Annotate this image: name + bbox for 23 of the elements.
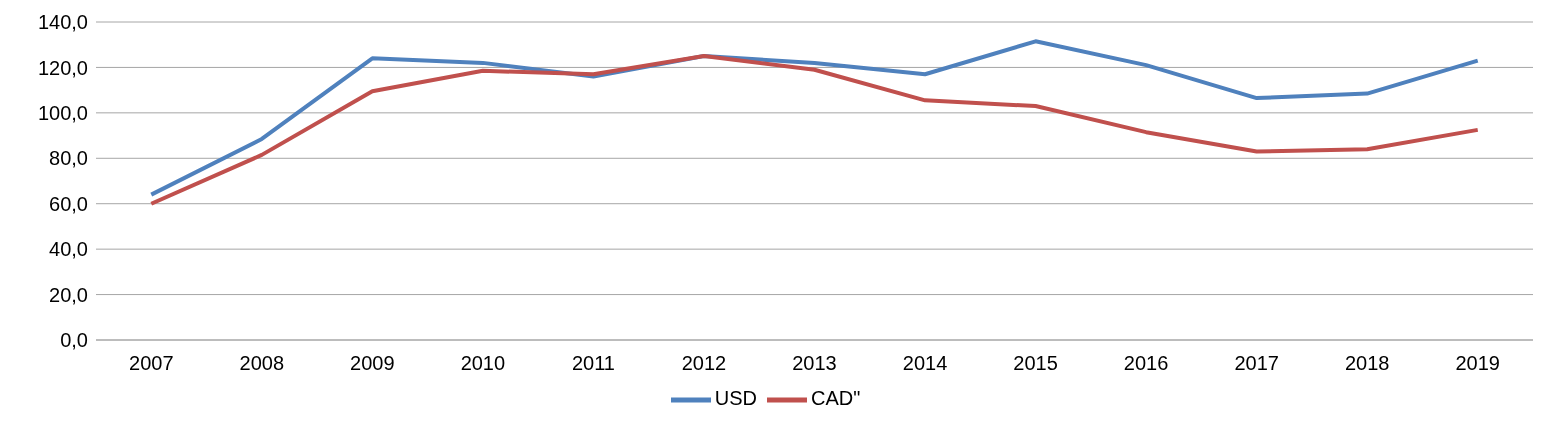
y-tick-label: 0,0 xyxy=(60,329,88,352)
x-tick-label: 2019 xyxy=(1455,352,1500,375)
x-tick-label: 2007 xyxy=(129,352,174,375)
y-tick-label: 120,0 xyxy=(37,56,88,79)
x-tick-label: 2015 xyxy=(1013,352,1058,375)
legend-label: USD xyxy=(714,387,757,410)
y-tick-label: 100,0 xyxy=(37,101,88,124)
x-tick-label: 2011 xyxy=(571,352,615,375)
x-tick-label: 2016 xyxy=(1123,352,1169,375)
y-tick-label: 60,0 xyxy=(49,192,88,215)
x-tick-label: 2010 xyxy=(460,352,506,375)
legend-label: CAD" xyxy=(810,387,861,410)
x-tick-label: 2012 xyxy=(681,352,727,375)
y-tick-label: 20,0 xyxy=(49,283,88,306)
x-tick-label: 2014 xyxy=(902,352,948,375)
x-tick-label: 2009 xyxy=(350,352,395,375)
y-tick-label: 40,0 xyxy=(49,238,88,261)
x-tick-label: 2013 xyxy=(792,352,837,375)
x-tick-label: 2018 xyxy=(1344,352,1390,375)
x-tick-label: 2017 xyxy=(1234,352,1279,375)
x-tick-label: 2008 xyxy=(239,352,285,375)
y-tick-label: 140,0 xyxy=(37,11,88,34)
y-tick-label: 80,0 xyxy=(49,147,88,170)
